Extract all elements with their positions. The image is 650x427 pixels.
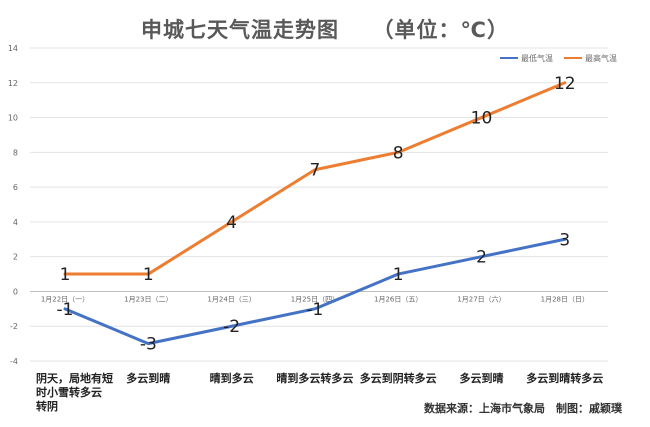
y-tick-label: 6 xyxy=(13,183,18,192)
data-label: -2 xyxy=(223,317,240,337)
data-label: 8 xyxy=(393,143,404,163)
weather-label: 多云到晴 xyxy=(460,371,504,385)
x-tick-label: 1月25日（四） xyxy=(291,295,339,303)
weather-label: 转阴 xyxy=(36,399,58,413)
data-label: -1 xyxy=(306,300,323,320)
weather-label: 多云到阴转多云 xyxy=(360,371,437,385)
chart-title: 申城七天气温走势图 （单位：℃） xyxy=(141,18,509,42)
series-line xyxy=(63,237,567,346)
data-label: 4 xyxy=(226,213,237,233)
weather-label: 晴到多云 xyxy=(210,371,254,385)
data-label: 1 xyxy=(60,265,71,285)
weather-label: 多云到晴转多云 xyxy=(526,371,603,385)
x-tick-label: 1月28日（日） xyxy=(541,295,589,303)
x-tick-label: 1月24日（三） xyxy=(207,295,255,303)
data-label: 12 xyxy=(554,74,576,94)
x-tick-label: 1月22日（一） xyxy=(41,295,89,303)
weather-label: 时小雪转多云 xyxy=(36,385,102,399)
y-tick-label: -2 xyxy=(10,322,18,331)
data-label: 10 xyxy=(471,109,493,129)
legend-label: 最低气温 xyxy=(521,53,553,63)
series-line xyxy=(63,81,567,276)
data-label: 2 xyxy=(476,248,487,268)
data-source-credit: 数据来源：上海市气象局 制图：戚颖璞 xyxy=(424,402,622,415)
x-tick-label: 1月26日（五） xyxy=(374,295,422,303)
data-label: -1 xyxy=(57,300,74,320)
data-label: 1 xyxy=(143,265,154,285)
x-tick-label: 1月27日（六） xyxy=(457,294,505,303)
y-tick-label: 0 xyxy=(13,287,18,296)
y-tick-label: 2 xyxy=(13,253,18,262)
y-tick-label: 4 xyxy=(13,218,18,227)
y-tick-label: 14 xyxy=(8,44,18,53)
data-label: -3 xyxy=(140,335,157,355)
x-tick-label: 1月23日（二） xyxy=(124,295,172,303)
data-label: 7 xyxy=(309,161,320,181)
data-label: 1 xyxy=(393,265,404,285)
y-tick-label: -4 xyxy=(10,357,18,366)
weather-label: 晴到多云转多云 xyxy=(276,371,353,385)
weather-label: 阴天，局地有短 xyxy=(36,371,113,385)
weather-label: 多云到晴 xyxy=(126,371,170,385)
legend-label: 最高气温 xyxy=(585,53,617,63)
y-tick-label: 12 xyxy=(8,79,18,88)
y-tick-label: 10 xyxy=(8,114,18,123)
y-tick-label: 8 xyxy=(13,148,18,157)
data-label: 3 xyxy=(559,230,570,250)
